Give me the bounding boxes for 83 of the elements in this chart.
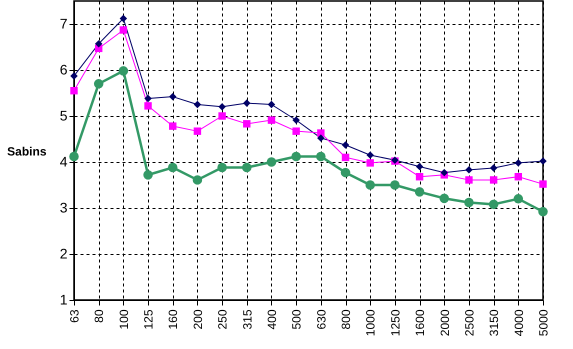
point — [490, 164, 498, 172]
y-tick-label: 3 — [60, 200, 68, 216]
x-tick-label: 160 — [166, 309, 180, 330]
point — [465, 176, 473, 184]
point — [539, 157, 547, 165]
point — [192, 175, 202, 185]
x-tick-label: 125 — [142, 309, 156, 330]
x-tick-label: 63 — [68, 309, 82, 323]
y-tick-label: 4 — [60, 154, 68, 170]
point — [120, 26, 128, 34]
x-tick-label: 100 — [116, 309, 131, 330]
point — [416, 173, 424, 180]
point — [440, 168, 448, 176]
point — [538, 206, 548, 216]
point — [266, 157, 276, 167]
x-tick-label: 2500 — [462, 309, 476, 336]
point — [316, 152, 326, 162]
point — [488, 200, 498, 210]
point — [390, 180, 400, 190]
point — [168, 162, 178, 172]
point — [490, 176, 498, 184]
x-tick-label: 80 — [92, 309, 106, 323]
x-tick-label: 315 — [240, 309, 254, 330]
point — [143, 170, 153, 180]
point — [292, 116, 300, 124]
point — [94, 40, 102, 48]
point — [243, 99, 250, 107]
y-tick-label: 1 — [60, 292, 68, 308]
point — [514, 173, 522, 180]
point — [340, 168, 350, 178]
x-tick-label: 3150 — [487, 309, 502, 336]
x-tick-label: 1600 — [413, 309, 428, 336]
x-tick-label: 2000 — [438, 309, 452, 336]
point — [169, 122, 176, 130]
point — [70, 72, 78, 80]
x-tick-label: 200 — [190, 309, 205, 330]
x-tick-label: 400 — [264, 309, 279, 330]
x-tick-label: 1250 — [388, 309, 402, 336]
point — [242, 162, 252, 172]
y-tick-label: 6 — [60, 62, 68, 78]
point — [366, 151, 374, 159]
point — [440, 194, 450, 204]
point — [464, 198, 474, 208]
point — [465, 166, 473, 174]
point — [268, 116, 276, 124]
y-axis-title: Sabins — [7, 144, 47, 158]
y-tick-label: 7 — [60, 16, 68, 32]
point — [218, 103, 226, 111]
point — [194, 100, 202, 108]
x-tick-label: 1000 — [364, 309, 378, 336]
point — [268, 100, 276, 108]
point — [217, 162, 227, 172]
point — [94, 79, 104, 89]
point — [342, 141, 350, 149]
point — [317, 134, 325, 142]
x-tick-label: 250 — [216, 309, 230, 330]
point — [169, 92, 176, 100]
point — [218, 112, 226, 120]
point — [144, 102, 152, 110]
point — [365, 180, 375, 190]
point — [416, 162, 424, 170]
point — [194, 127, 202, 135]
x-tick-label: 800 — [339, 309, 354, 330]
point — [120, 14, 128, 22]
point — [118, 66, 128, 76]
point — [144, 94, 152, 102]
y-tick-label: 2 — [60, 246, 68, 262]
x-tick-label: 500 — [290, 309, 304, 330]
point — [70, 86, 78, 94]
point — [243, 120, 250, 128]
point — [69, 152, 79, 162]
point — [514, 159, 522, 167]
x-tick-label: 4000 — [512, 309, 526, 336]
point — [366, 159, 374, 167]
point — [292, 127, 300, 135]
point — [342, 154, 350, 162]
point — [539, 180, 547, 188]
y-tick-label: 5 — [60, 108, 68, 124]
point — [414, 187, 424, 197]
point — [291, 152, 301, 162]
point — [514, 194, 524, 204]
x-tick-label: 5000 — [536, 309, 550, 336]
x-tick-label: 630 — [314, 309, 328, 330]
